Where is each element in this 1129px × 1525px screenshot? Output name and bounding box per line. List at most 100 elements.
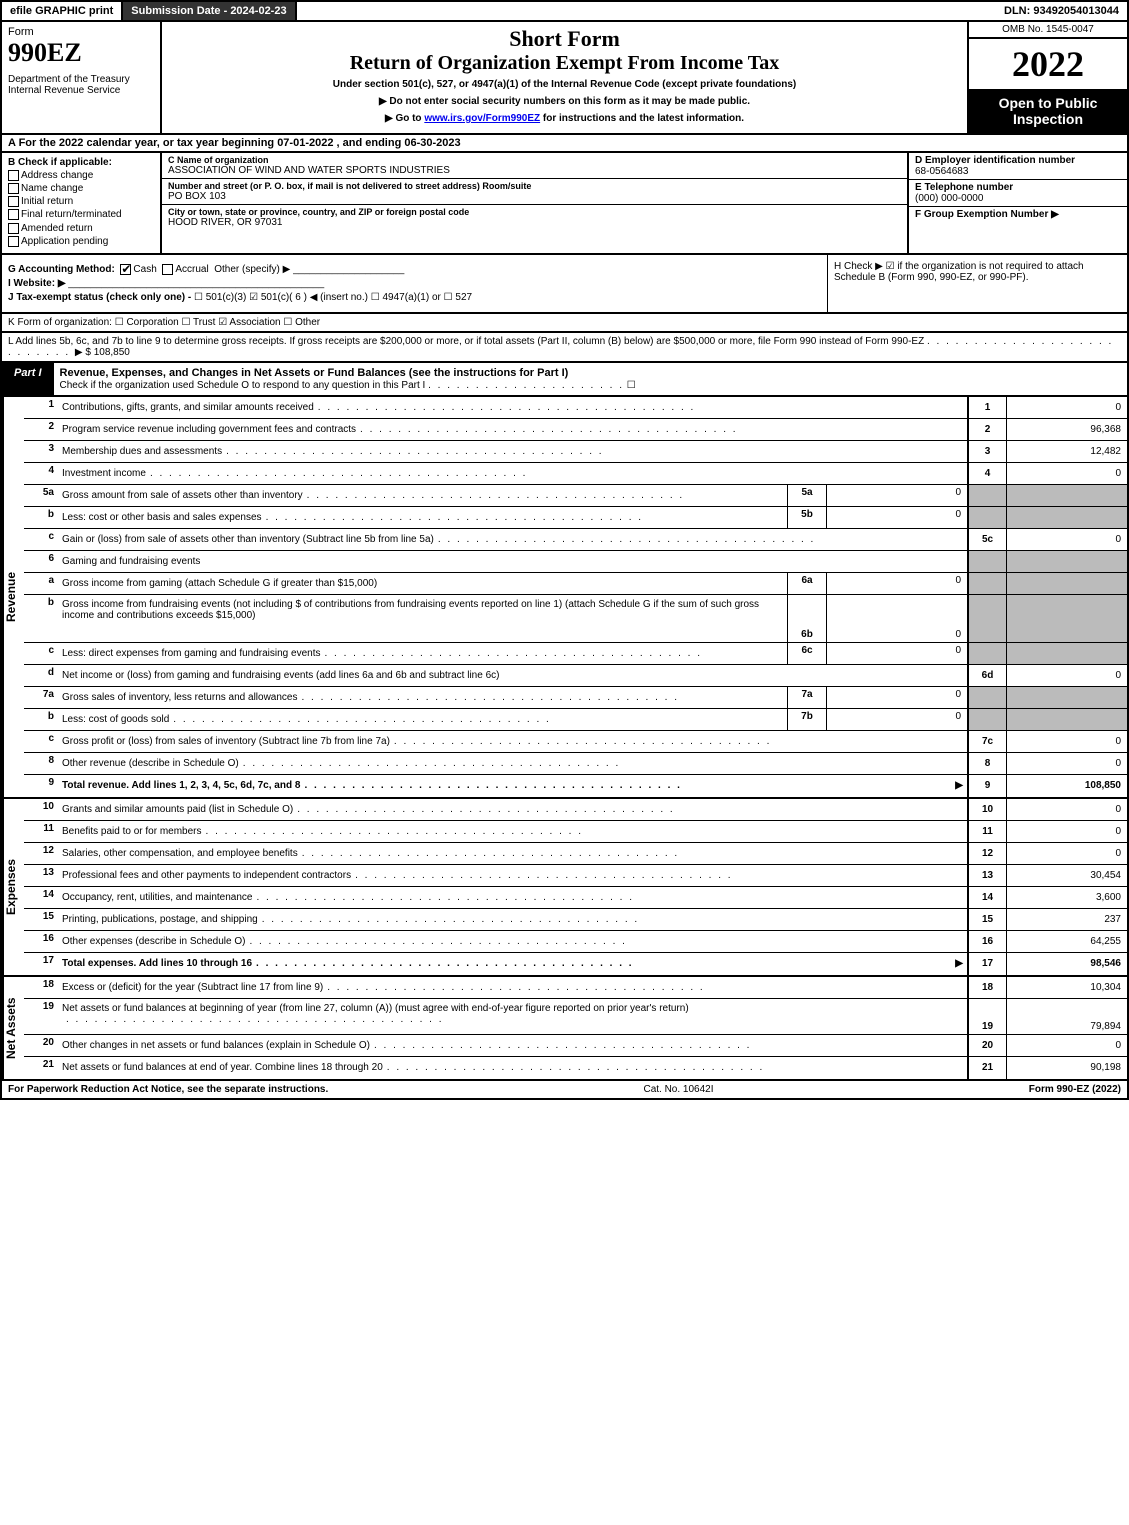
line-21: 21 Net assets or fund balances at end of… <box>24 1057 1127 1079</box>
chk-cash[interactable] <box>120 264 131 275</box>
irs-link[interactable]: www.irs.gov/Form990EZ <box>424 113 540 124</box>
line-18: 18 Excess or (deficit) for the year (Sub… <box>24 977 1127 999</box>
line-7c: c Gross profit or (loss) from sales of i… <box>24 731 1127 753</box>
revenue-section: Revenue 1 Contributions, gifts, grants, … <box>0 397 1129 799</box>
line-k: K Form of organization: ☐ Corporation ☐ … <box>0 314 1129 333</box>
short-form-title: Short Form <box>168 26 961 52</box>
footer-cat: Cat. No. 10642I <box>328 1084 1028 1095</box>
header-center: Short Form Return of Organization Exempt… <box>162 22 967 133</box>
city-value: HOOD RIVER, OR 97031 <box>168 217 901 228</box>
return-title: Return of Organization Exempt From Incom… <box>168 52 961 75</box>
line-l: L Add lines 5b, 6c, and 7b to line 9 to … <box>0 333 1129 363</box>
phone-label: E Telephone number <box>915 182 1121 193</box>
ein-value: 68-0564683 <box>915 166 1121 177</box>
tax-year: 2022 <box>969 39 1127 89</box>
line-17: 17 Total expenses. Add lines 10 through … <box>24 953 1127 975</box>
header-right: OMB No. 1545-0047 2022 Open to Public In… <box>967 22 1127 133</box>
col-b-header: B Check if applicable: <box>8 157 154 168</box>
line-19: 19 Net assets or fund balances at beginn… <box>24 999 1127 1035</box>
line-6c: c Less: direct expenses from gaming and … <box>24 643 1127 665</box>
efile-print-button[interactable]: efile GRAPHIC print <box>2 2 123 20</box>
ein-label: D Employer identification number <box>915 155 1121 166</box>
note2-pre: ▶ Go to <box>385 113 424 124</box>
org-name-label: C Name of organization <box>168 155 901 165</box>
form-header: Form 990EZ Department of the Treasury In… <box>0 22 1129 135</box>
line-2: 2 Program service revenue including gove… <box>24 419 1127 441</box>
form-label: Form <box>8 26 154 38</box>
form-number: 990EZ <box>8 38 154 68</box>
submission-date-button[interactable]: Submission Date - 2024-02-23 <box>123 2 296 20</box>
line-1: 1 Contributions, gifts, grants, and simi… <box>24 397 1127 419</box>
line-9: 9 Total revenue. Add lines 1, 2, 3, 4, 5… <box>24 775 1127 797</box>
line-8: 8 Other revenue (describe in Schedule O)… <box>24 753 1127 775</box>
ghij-left: G Accounting Method: Cash Accrual Other … <box>2 255 827 312</box>
city-label: City or town, state or province, country… <box>168 207 901 217</box>
section-ghij: G Accounting Method: Cash Accrual Other … <box>0 255 1129 314</box>
org-name: ASSOCIATION OF WIND AND WATER SPORTS IND… <box>168 165 901 176</box>
netassets-section: Net Assets 18 Excess or (deficit) for th… <box>0 977 1129 1081</box>
footer-left: For Paperwork Reduction Act Notice, see … <box>8 1084 328 1095</box>
expenses-vertical-label: Expenses <box>2 799 24 975</box>
line-15: 15 Printing, publications, postage, and … <box>24 909 1127 931</box>
note-link: ▶ Go to www.irs.gov/Form990EZ for instru… <box>168 113 961 124</box>
street-value: PO BOX 103 <box>168 191 901 202</box>
arrow-icon: ▶ <box>955 958 963 969</box>
line-6b: b Gross income from fundraising events (… <box>24 595 1127 643</box>
page-footer: For Paperwork Reduction Act Notice, see … <box>0 1081 1129 1100</box>
line-l-value: ▶ $ 108,850 <box>75 347 130 358</box>
line-5a: 5a Gross amount from sale of assets othe… <box>24 485 1127 507</box>
part1-tag: Part I <box>2 363 54 395</box>
chk-name-change[interactable]: Name change <box>8 183 154 194</box>
col-b-checkboxes: B Check if applicable: Address change Na… <box>2 153 162 253</box>
arrow-icon: ▶ <box>955 780 963 791</box>
line-a-tax-year: A For the 2022 calendar year, or tax yea… <box>0 135 1129 153</box>
phone-value: (000) 000-0000 <box>915 193 1121 204</box>
note-ssn: ▶ Do not enter social security numbers o… <box>168 96 961 107</box>
line-16: 16 Other expenses (describe in Schedule … <box>24 931 1127 953</box>
part1-header: Part I Revenue, Expenses, and Changes in… <box>0 363 1129 397</box>
note2-post: for instructions and the latest informat… <box>540 113 744 124</box>
line-3: 3 Membership dues and assessments 312,48… <box>24 441 1127 463</box>
line-4: 4 Investment income 40 <box>24 463 1127 485</box>
line-5c: c Gain or (loss) from sale of assets oth… <box>24 529 1127 551</box>
line-h: H Check ▶ ☑ if the organization is not r… <box>827 255 1127 312</box>
footer-right: Form 990-EZ (2022) <box>1029 1084 1121 1095</box>
group-exemption-label: F Group Exemption Number ▶ <box>915 209 1121 220</box>
line-10: 10 Grants and similar amounts paid (list… <box>24 799 1127 821</box>
netassets-vertical-label: Net Assets <box>2 977 24 1079</box>
dln-label: DLN: 93492054013044 <box>996 2 1127 20</box>
chk-address-change[interactable]: Address change <box>8 170 154 181</box>
block-bcdef: B Check if applicable: Address change Na… <box>0 153 1129 255</box>
omb-number: OMB No. 1545-0047 <box>969 22 1127 39</box>
col-def: D Employer identification number 68-0564… <box>907 153 1127 253</box>
revenue-vertical-label: Revenue <box>2 397 24 797</box>
subtitle: Under section 501(c), 527, or 4947(a)(1)… <box>168 79 961 90</box>
expenses-section: Expenses 10 Grants and similar amounts p… <box>0 799 1129 977</box>
line-g: G Accounting Method: Cash Accrual Other … <box>8 264 821 275</box>
line-7a: 7a Gross sales of inventory, less return… <box>24 687 1127 709</box>
col-c-org-info: C Name of organization ASSOCIATION OF WI… <box>162 153 907 253</box>
open-to-public: Open to Public Inspection <box>969 89 1127 133</box>
line-6d: d Net income or (loss) from gaming and f… <box>24 665 1127 687</box>
line-7b: b Less: cost of goods sold 7b0 <box>24 709 1127 731</box>
line-6: 6 Gaming and fundraising events <box>24 551 1127 573</box>
chk-initial-return[interactable]: Initial return <box>8 196 154 207</box>
line-6a: a Gross income from gaming (attach Sched… <box>24 573 1127 595</box>
line-i: I Website: ▶ ___________________________… <box>8 278 821 289</box>
chk-accrual[interactable] <box>162 264 173 275</box>
chk-final-return[interactable]: Final return/terminated <box>8 209 154 220</box>
part1-title: Revenue, Expenses, and Changes in Net As… <box>54 363 1127 395</box>
header-left: Form 990EZ Department of the Treasury In… <box>2 22 162 133</box>
chk-application-pending[interactable]: Application pending <box>8 236 154 247</box>
street-label: Number and street (or P. O. box, if mail… <box>168 181 901 191</box>
line-14: 14 Occupancy, rent, utilities, and maint… <box>24 887 1127 909</box>
top-bar: efile GRAPHIC print Submission Date - 20… <box>0 0 1129 22</box>
department-label: Department of the Treasury Internal Reve… <box>8 74 154 96</box>
line-12: 12 Salaries, other compensation, and emp… <box>24 843 1127 865</box>
topbar-spacer <box>297 2 996 20</box>
line-20: 20 Other changes in net assets or fund b… <box>24 1035 1127 1057</box>
line-j: J Tax-exempt status (check only one) - ☐… <box>8 292 821 303</box>
chk-amended-return[interactable]: Amended return <box>8 223 154 234</box>
line-5b: b Less: cost or other basis and sales ex… <box>24 507 1127 529</box>
line-11: 11 Benefits paid to or for members 110 <box>24 821 1127 843</box>
